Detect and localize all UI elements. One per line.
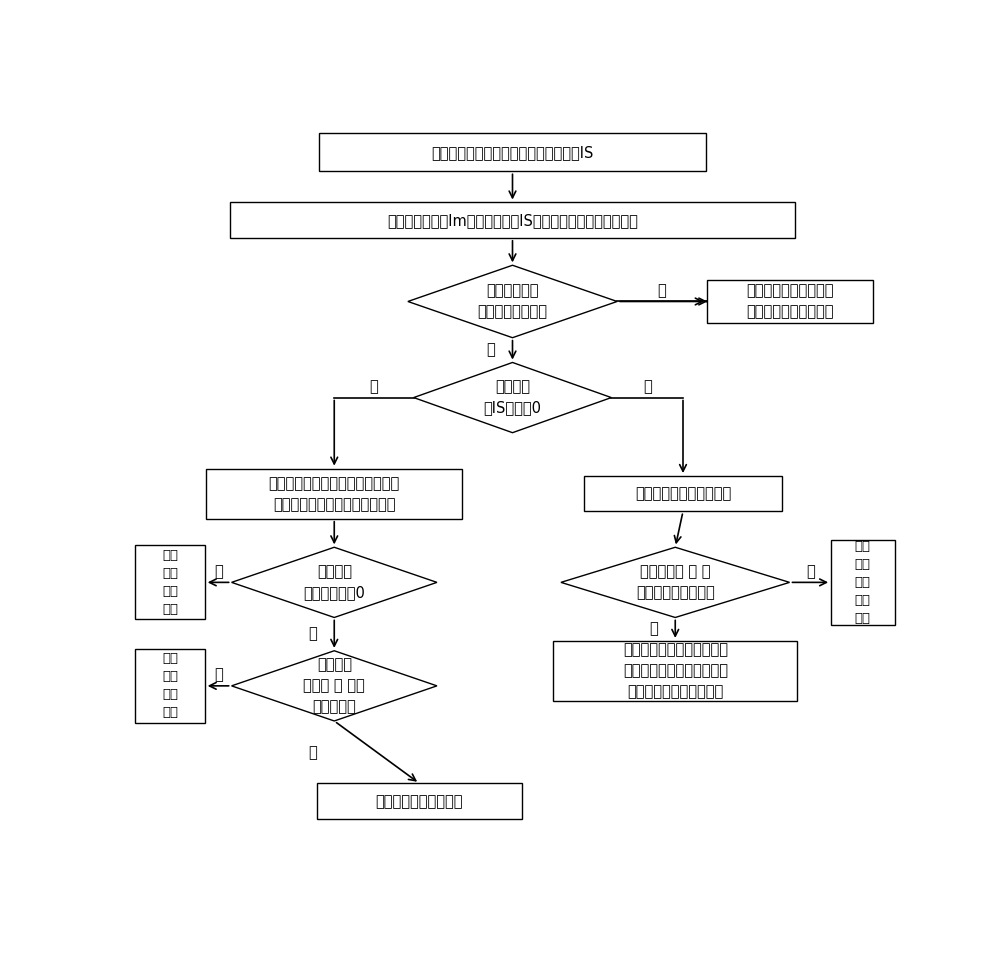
Text: 判断
二次
回路
开路: 判断 二次 回路 开路 <box>162 549 178 616</box>
Text: 实际高频
电压值是否为0: 实际高频 电压值是否为0 <box>303 564 365 600</box>
Text: 否: 否 <box>806 564 815 579</box>
Text: 测量二次回路的振荡频率: 测量二次回路的振荡频率 <box>635 486 731 501</box>
Text: 是: 是 <box>214 564 223 579</box>
Bar <box>584 476 782 512</box>
Text: 判断二次回路短路、计量用
电流互感器的一次侧短路或
计量用电流互感器磁饱和: 判断二次回路短路、计量用 电流互感器的一次侧短路或 计量用电流互感器磁饱和 <box>623 642 728 700</box>
Bar <box>707 280 873 323</box>
Bar <box>831 540 895 625</box>
Text: 实际高频
电压值 是 否超
过电压限值: 实际高频 电压值 是 否超 过电压限值 <box>303 658 365 714</box>
Text: 否: 否 <box>308 627 317 641</box>
Polygon shape <box>561 547 790 617</box>
Text: 否: 否 <box>643 379 652 394</box>
Text: 判断二次回路状态正常: 判断二次回路状态正常 <box>376 794 463 808</box>
Text: 比较测量电流值Im与实际电流值IS的绝对偏差值与偏差标准值: 比较测量电流值Im与实际电流值IS的绝对偏差值与偏差标准值 <box>387 213 638 228</box>
Text: 是: 是 <box>214 667 223 683</box>
Text: 是: 是 <box>649 622 658 636</box>
Text: 测量二次回路上的检测点的实际电流值IS: 测量二次回路上的检测点的实际电流值IS <box>431 145 594 159</box>
Text: 否: 否 <box>658 283 666 299</box>
Bar <box>319 132 706 172</box>
Text: 否: 否 <box>308 745 317 759</box>
Text: 实际电流
值IS是否为0: 实际电流 值IS是否为0 <box>484 379 542 416</box>
Text: 判断
二次
回路
状态
正常: 判断 二次 回路 状态 正常 <box>855 540 871 625</box>
Bar <box>206 468 462 518</box>
Bar <box>135 545 205 619</box>
Text: 振荡频率值 是 否
大于振荡频率标准值: 振荡频率值 是 否 大于振荡频率标准值 <box>636 564 715 600</box>
Text: 判断第一检测点到电能
表之间的二次回路短路: 判断第一检测点到电能 表之间的二次回路短路 <box>746 283 834 320</box>
Text: 绝对偏差值是
否小于偏差标准值: 绝对偏差值是 否小于偏差标准值 <box>478 283 548 320</box>
Polygon shape <box>232 547 437 617</box>
Bar <box>317 783 522 819</box>
Text: 是: 是 <box>370 379 378 394</box>
Bar <box>135 649 205 723</box>
Bar <box>230 203 795 238</box>
Polygon shape <box>232 651 437 721</box>
Polygon shape <box>408 265 617 338</box>
Text: 是: 是 <box>486 343 495 357</box>
Text: 向二次回路中注入高频电压，并检
测二次回路中的实际高频电压值: 向二次回路中注入高频电压，并检 测二次回路中的实际高频电压值 <box>269 475 400 512</box>
Polygon shape <box>414 363 611 433</box>
Text: 判断
二次
回路
短路: 判断 二次 回路 短路 <box>162 653 178 719</box>
Bar <box>553 640 797 702</box>
